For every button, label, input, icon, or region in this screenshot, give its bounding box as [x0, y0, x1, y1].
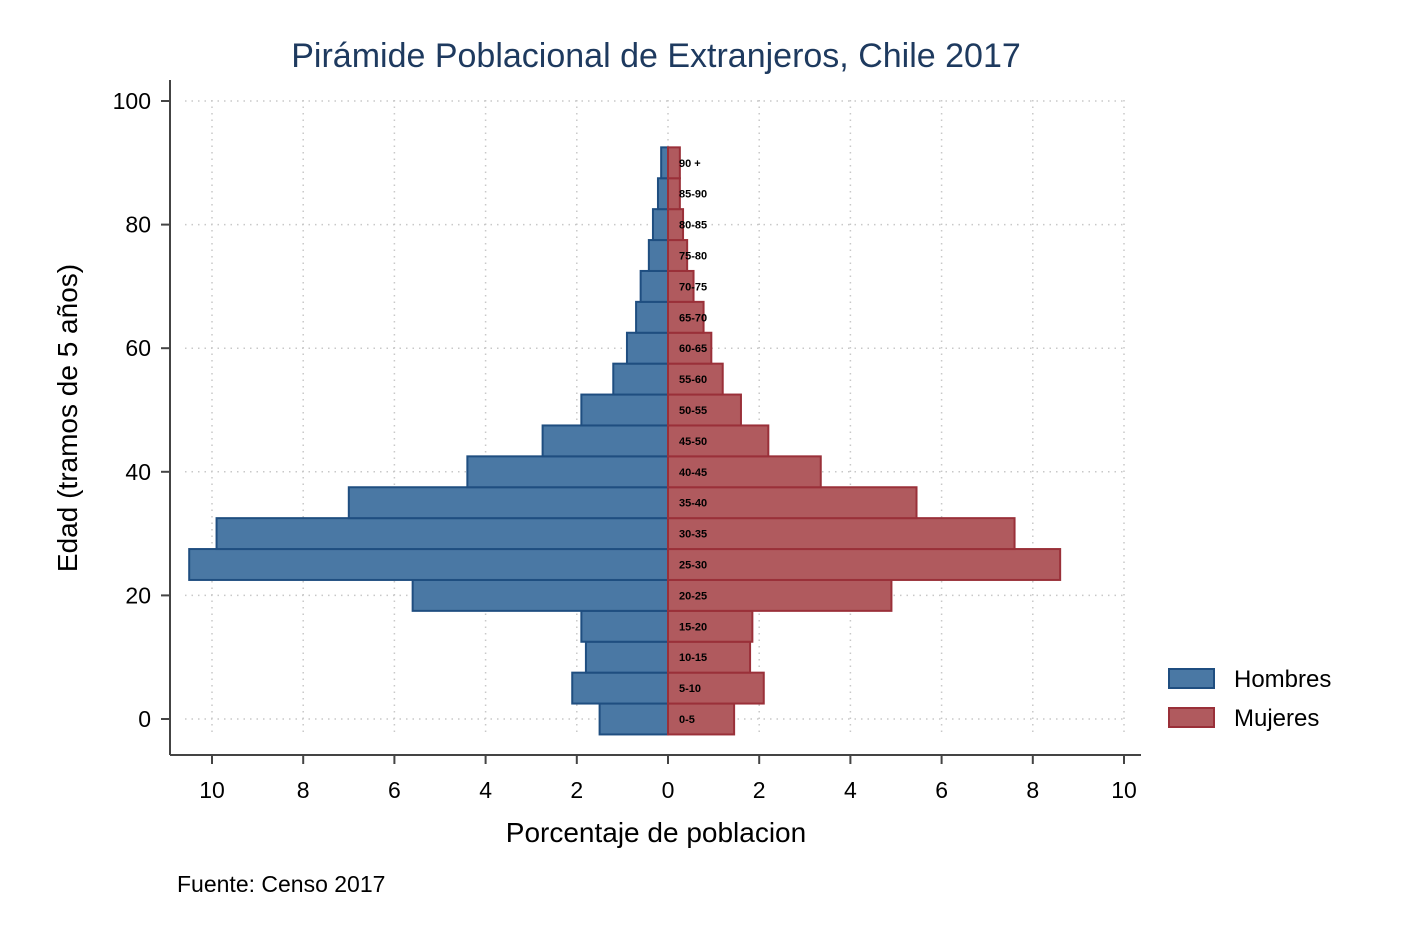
axes — [161, 80, 1141, 764]
bar-hombres-45-50 — [541, 424, 669, 458]
y-tick-label-0: 0 — [138, 706, 151, 732]
age-group-label-8: 40-45 — [679, 467, 707, 479]
x-tick-label-4: 2 — [570, 777, 583, 803]
age-group-label-10: 50-55 — [679, 405, 707, 417]
x-tick-label-2: 6 — [388, 777, 401, 803]
bar-hombres-60-65 — [625, 331, 670, 365]
bar-mujeres-40-45 — [667, 455, 822, 489]
age-group-label-7: 35-40 — [679, 498, 707, 510]
y-tick-label-3: 60 — [125, 335, 151, 361]
age-group-label-6: 30-35 — [679, 529, 707, 541]
bar-hombres-5-10 — [571, 671, 669, 705]
legend-label-hombres: Hombres — [1234, 666, 1331, 693]
bar-hombres-75-80 — [647, 239, 670, 272]
bar-hombres-0-5 — [598, 702, 669, 736]
age-group-label-1: 5-10 — [679, 683, 701, 695]
age-group-label-16: 80-85 — [679, 220, 707, 232]
bar-mujeres-45-50 — [667, 424, 770, 458]
bar-hombres-40-45 — [466, 455, 669, 489]
age-group-label-11: 55-60 — [679, 374, 707, 386]
bar-hombres-70-75 — [639, 269, 670, 303]
bar-hombres-20-25 — [411, 578, 670, 612]
bar-hombres-50-55 — [580, 393, 669, 427]
bar-mujeres-35-40 — [667, 486, 918, 520]
x-tick-label-0: 10 — [199, 777, 225, 803]
y-tick-label-2: 40 — [125, 459, 151, 485]
age-group-label-18: 90 + — [679, 158, 701, 170]
bar-hombres-30-35 — [215, 517, 669, 551]
bar-mujeres-0-5 — [667, 702, 736, 736]
bar-mujeres-90 + — [667, 146, 681, 180]
bar-mujeres-50-55 — [667, 393, 742, 427]
y-axis-title: Edad (tramos de 5 años) — [52, 264, 83, 572]
legend-swatch-mujeres — [1168, 707, 1215, 728]
bar-hombres-55-60 — [612, 362, 670, 396]
bar-mujeres-10-15 — [667, 640, 752, 674]
legend-swatch-hombres — [1168, 668, 1215, 689]
x-tick-label-10: 10 — [1111, 777, 1137, 803]
age-group-label-4: 20-25 — [679, 590, 707, 602]
bar-hombres-25-30 — [188, 548, 669, 581]
bar-hombres-15-20 — [580, 609, 669, 643]
x-tick-label-3: 4 — [479, 777, 492, 803]
y-tick-label-4: 80 — [125, 212, 151, 238]
x-tick-label-9: 8 — [1026, 777, 1039, 803]
bar-hombres-90 + — [660, 146, 669, 180]
bar-hombres-65-70 — [635, 300, 670, 334]
bars: 0-5 5-10 10-15 15-20 20-25 25-30 30-35 35-40 40-… — [188, 146, 1062, 736]
bar-mujeres-30-35 — [667, 517, 1016, 551]
source-note: Fuente: Censo 2017 — [177, 871, 385, 897]
x-tick-label-6: 2 — [753, 777, 766, 803]
bar-mujeres-25-30 — [667, 548, 1062, 581]
y-tick-label-1: 20 — [125, 582, 151, 608]
age-group-label-2: 10-15 — [679, 652, 707, 664]
x-tick-label-1: 8 — [297, 777, 310, 803]
bar-hombres-35-40 — [347, 486, 669, 520]
age-group-label-15: 75-80 — [679, 251, 707, 263]
x-axis-title: Porcentaje de poblacion — [506, 817, 806, 848]
age-group-label-14: 70-75 — [679, 281, 707, 293]
x-tick-label-7: 4 — [844, 777, 857, 803]
x-tick-label-8: 6 — [935, 777, 948, 803]
legend: Hombres Mujeres — [1168, 666, 1331, 732]
age-group-label-3: 15-20 — [679, 621, 707, 633]
chart-title: Pirámide Poblacional de Extranjeros, Chi… — [291, 37, 1021, 75]
age-group-label-17: 85-90 — [679, 189, 707, 201]
x-tick-label-5: 0 — [662, 777, 675, 803]
legend-label-mujeres: Mujeres — [1234, 705, 1319, 732]
grid-lines — [185, 100, 1126, 735]
bar-hombres-85-90 — [656, 177, 670, 211]
age-group-label-12: 60-65 — [679, 343, 707, 355]
age-group-label-9: 45-50 — [679, 436, 707, 448]
age-group-label-13: 65-70 — [679, 312, 707, 324]
bar-hombres-10-15 — [584, 640, 669, 674]
age-group-label-5: 25-30 — [679, 560, 707, 572]
bar-hombres-80-85 — [651, 208, 670, 242]
age-group-label-0: 0-5 — [679, 714, 695, 726]
y-tick-label-5: 100 — [113, 88, 151, 114]
